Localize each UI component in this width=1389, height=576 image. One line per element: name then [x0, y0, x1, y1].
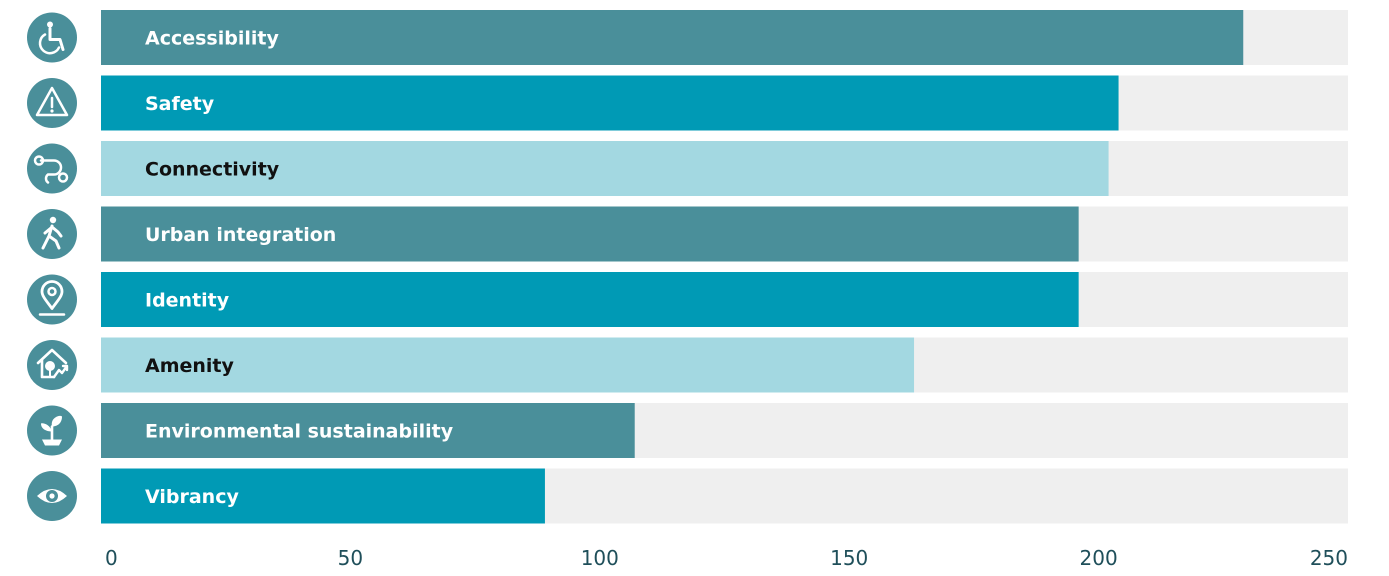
icon-circle: [27, 143, 77, 194]
bar-label-urban-integration: Urban integration: [145, 224, 336, 246]
sprout-icon: [27, 405, 77, 456]
bar-row-connectivity: Connectivity: [101, 141, 1348, 196]
x-tick-label: 150: [830, 546, 868, 570]
x-axis: 0 50 100 150 200 250: [105, 546, 1348, 570]
bar-label-safety: Safety: [145, 93, 215, 115]
bar-label-connectivity: Connectivity: [145, 159, 280, 181]
bar-safety: [101, 75, 1119, 131]
house-tree-icon: [27, 340, 77, 390]
icon-circle: [27, 274, 77, 325]
bar-row-accessibility: Accessibility: [101, 10, 1348, 65]
wheelchair-icon: [27, 12, 77, 63]
bar-label-identity: Identity: [145, 290, 230, 312]
bar-row-amenity: Amenity: [101, 337, 1348, 393]
x-tick-label: 0: [105, 546, 118, 570]
warning-icon: [27, 78, 77, 128]
icon-circle: [27, 209, 77, 259]
bar-label-vibrancy: Vibrancy: [145, 486, 239, 508]
location-pin-icon: [27, 274, 77, 325]
bar-accessibility: [101, 10, 1244, 65]
bar-row-vibrancy: Vibrancy: [101, 468, 1348, 524]
bar-identity: [101, 272, 1079, 327]
x-tick-label: 50: [338, 546, 363, 570]
bar-label-environmental-sustainability: Environmental sustainability: [145, 421, 454, 443]
bar-row-environmental-sustainability: Environmental sustainability: [101, 403, 1348, 458]
x-tick-label: 100: [581, 546, 619, 570]
eye-icon: [27, 471, 77, 521]
x-tick-label: 200: [1080, 546, 1118, 570]
x-tick-label: 250: [1310, 546, 1348, 570]
bar-urban-integration: [101, 206, 1079, 262]
bar-row-safety: Safety: [101, 75, 1348, 131]
pedestrian-icon: [27, 209, 77, 259]
bar-vibrancy: [101, 468, 545, 524]
bar-amenity: [101, 337, 915, 393]
bar-label-amenity: Amenity: [145, 355, 235, 377]
bar-environmental-sustainability: [101, 403, 635, 458]
bar-row-identity: Identity: [101, 272, 1348, 327]
bar-connectivity: [101, 141, 1109, 196]
icon-circle: [27, 12, 77, 63]
route-icon: [27, 143, 77, 194]
bar-row-urban-integration: Urban integration: [101, 206, 1348, 262]
bar-label-accessibility: Accessibility: [145, 28, 279, 50]
